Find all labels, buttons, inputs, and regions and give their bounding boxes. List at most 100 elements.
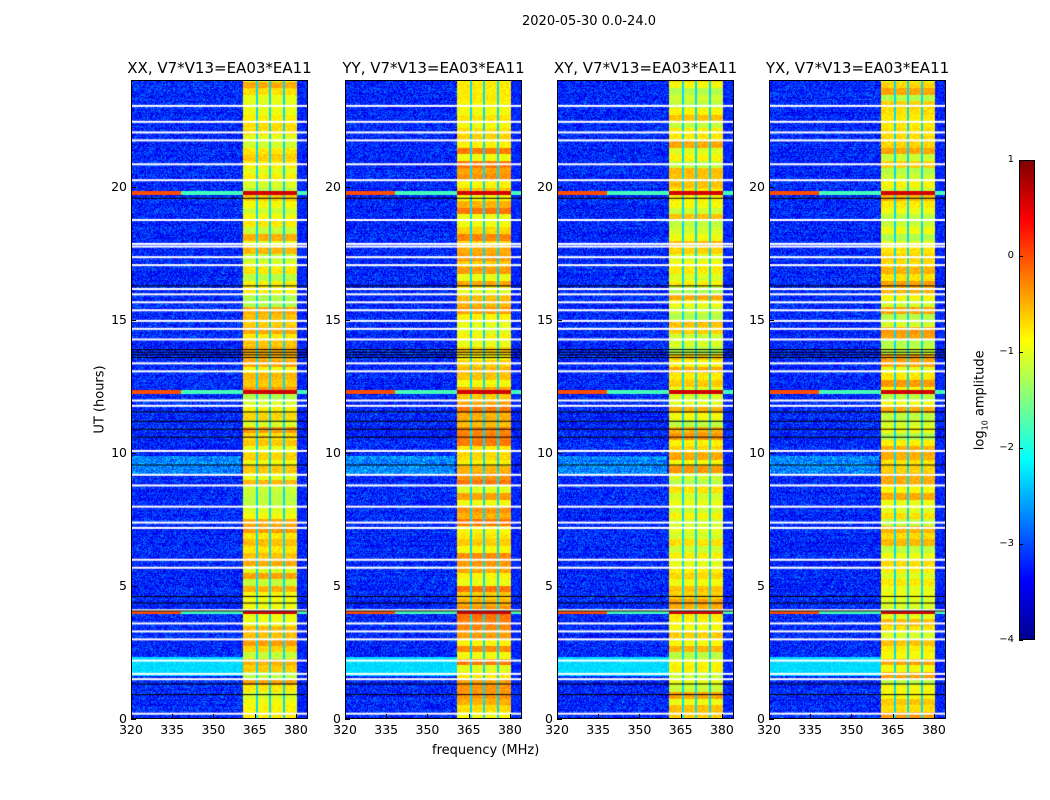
colorbar-label: log10 amplitude: [973, 350, 990, 450]
colorbar-label-sub: 10: [980, 420, 990, 431]
y-tick-label: 5: [757, 577, 765, 593]
y-tick-mark: [131, 452, 136, 454]
x-tick-mark: [892, 714, 894, 719]
y-tick-label: 0: [757, 711, 765, 726]
y-tick-mark: [769, 585, 774, 587]
y-tick-mark: [131, 719, 136, 720]
x-tick-mark: [769, 714, 770, 719]
y-tick-mark: [345, 319, 350, 321]
x-tick-label: 320: [757, 722, 781, 737]
x-tick-mark: [557, 714, 558, 719]
x-tick-label: 350: [839, 722, 864, 737]
colorbar-tick-label: 0: [1007, 250, 1014, 261]
x-tick-mark: [468, 714, 470, 719]
y-tick-mark: [557, 319, 562, 321]
x-tick-mark: [851, 714, 853, 719]
colorbar-tick-mark: [1019, 352, 1023, 353]
spectrogram-panel: [557, 80, 734, 719]
y-tick-label: 15: [111, 311, 127, 327]
y-tick-mark: [557, 186, 562, 188]
colorbar-tick-mark: [1019, 256, 1023, 257]
colorbar-tick-mark: [1019, 448, 1023, 449]
x-tick-mark: [680, 714, 682, 719]
y-tick-label: 15: [537, 311, 553, 327]
y-axis-label: UT (hours): [92, 365, 108, 434]
y-tick-mark: [131, 585, 136, 587]
x-tick-label: 350: [415, 722, 440, 737]
colorbar-label-log: log: [972, 430, 988, 451]
colorbar-tick-label: 1: [1007, 154, 1014, 165]
y-tick-mark: [557, 719, 562, 720]
y-tick-label: 0: [545, 711, 553, 726]
panel-title: YX, V7*V13=EA03*EA11: [765, 59, 950, 77]
colorbar-tick-label: −4: [999, 634, 1014, 645]
colorbar-tick-label: −1: [999, 346, 1014, 357]
x-tick-label: 365: [668, 722, 693, 737]
x-tick-mark: [213, 714, 215, 719]
x-tick-label: 350: [201, 722, 226, 737]
colorbar-tick-mark: [1019, 544, 1023, 545]
x-tick-label: 335: [586, 722, 611, 737]
y-tick-label: 5: [119, 577, 127, 593]
y-tick-label: 5: [545, 577, 553, 593]
y-tick-mark: [345, 452, 350, 454]
x-tick-mark: [810, 714, 812, 719]
spectrogram-panel: [131, 80, 308, 719]
colorbar-tick-mark: [1019, 160, 1023, 161]
x-tick-mark: [427, 714, 429, 719]
colorbar-tick-label: −3: [999, 538, 1014, 549]
y-tick-label: 0: [333, 711, 341, 726]
x-tick-label: 380: [709, 722, 734, 737]
panel-title: XX, V7*V13=EA03*EA11: [127, 59, 312, 77]
x-tick-label: 380: [497, 722, 522, 737]
x-tick-mark: [933, 714, 935, 719]
x-tick-label: 320: [333, 722, 357, 737]
x-tick-mark: [345, 714, 346, 719]
colorbar: [1019, 160, 1035, 640]
y-tick-label: 10: [537, 444, 553, 460]
y-tick-mark: [345, 719, 350, 720]
x-tick-label: 365: [456, 722, 481, 737]
y-tick-label: 20: [111, 178, 127, 194]
heatmap-canvas: [770, 81, 945, 718]
colorbar-tick-mark: [1019, 640, 1023, 641]
y-tick-mark: [769, 452, 774, 454]
colorbar-tick-label: −2: [999, 442, 1014, 453]
y-tick-mark: [769, 319, 774, 321]
x-tick-label: 350: [627, 722, 652, 737]
spectrogram-panel: [769, 80, 946, 719]
y-tick-label: 0: [119, 711, 127, 726]
heatmap-canvas: [132, 81, 307, 718]
x-tick-label: 365: [880, 722, 905, 737]
x-tick-mark: [254, 714, 256, 719]
heatmap-canvas: [558, 81, 733, 718]
y-tick-mark: [345, 585, 350, 587]
x-tick-mark: [598, 714, 600, 719]
x-tick-mark: [639, 714, 641, 719]
y-tick-mark: [345, 186, 350, 188]
x-tick-mark: [721, 714, 723, 719]
y-tick-label: 20: [749, 178, 765, 194]
x-tick-mark: [295, 714, 297, 719]
heatmap-canvas: [346, 81, 521, 718]
y-tick-mark: [769, 186, 774, 188]
x-tick-label: 380: [921, 722, 946, 737]
y-tick-label: 20: [325, 178, 341, 194]
x-tick-mark: [131, 714, 132, 719]
y-tick-label: 10: [111, 444, 127, 460]
y-tick-label: 15: [749, 311, 765, 327]
x-tick-label: 365: [242, 722, 267, 737]
y-tick-mark: [131, 186, 136, 188]
y-tick-label: 5: [333, 577, 341, 593]
x-axis-label: frequency (MHz): [432, 743, 540, 758]
x-tick-label: 335: [374, 722, 399, 737]
x-tick-mark: [509, 714, 511, 719]
spectrogram-panel: [345, 80, 522, 719]
x-tick-label: 380: [283, 722, 308, 737]
figure-title: 2020-05-30 0.0-24.0: [522, 14, 656, 29]
y-tick-label: 10: [749, 444, 765, 460]
y-tick-label: 20: [537, 178, 553, 194]
y-tick-mark: [557, 585, 562, 587]
y-tick-mark: [131, 319, 136, 321]
y-tick-mark: [557, 452, 562, 454]
